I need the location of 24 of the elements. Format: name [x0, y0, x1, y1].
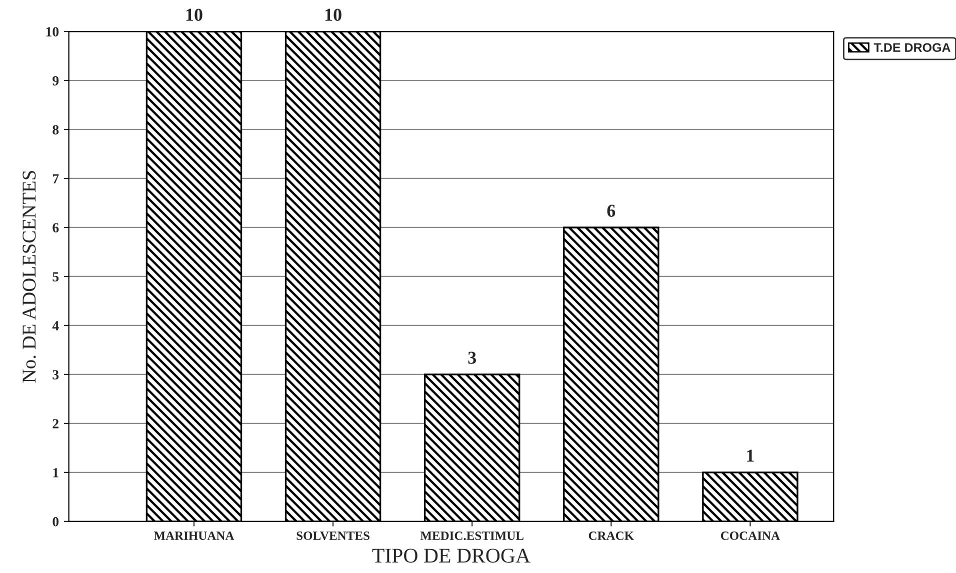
y-tick-label: 2 — [52, 419, 59, 428]
data-label: 6 — [607, 204, 616, 217]
y-tick-label: 10 — [46, 27, 59, 36]
data-label: 10 — [186, 8, 202, 21]
x-tick-label: MARIHUANA — [154, 532, 234, 540]
x-tick-label: COCAINA — [720, 532, 780, 540]
y-tick-label: 9 — [52, 76, 59, 86]
y-tick-label: 1 — [53, 468, 58, 478]
x-tick-label: SOLVENTES — [296, 532, 370, 540]
y-tick-label: 0 — [52, 517, 59, 526]
legend-label: T.DE DROGA — [874, 43, 950, 52]
y-tick-label: 7 — [52, 174, 59, 184]
y-tick-label: 5 — [52, 272, 59, 282]
data-label: 1 — [747, 450, 754, 462]
x-tick-label: CRACK — [588, 532, 634, 540]
x-axis-title: TIPO DE DROGA — [372, 548, 530, 563]
data-label: 10 — [325, 8, 342, 21]
y-tick-label: 6 — [52, 223, 59, 232]
y-axis-title: No. DE ADOLESCENTES — [22, 171, 36, 383]
y-tick-label: 4 — [52, 321, 59, 330]
y-tick-label: 8 — [52, 125, 59, 134]
data-label: 3 — [468, 352, 476, 364]
y-tick-label: 3 — [52, 370, 59, 380]
x-tick-label: MEDIC.ESTIMUL — [420, 532, 524, 540]
